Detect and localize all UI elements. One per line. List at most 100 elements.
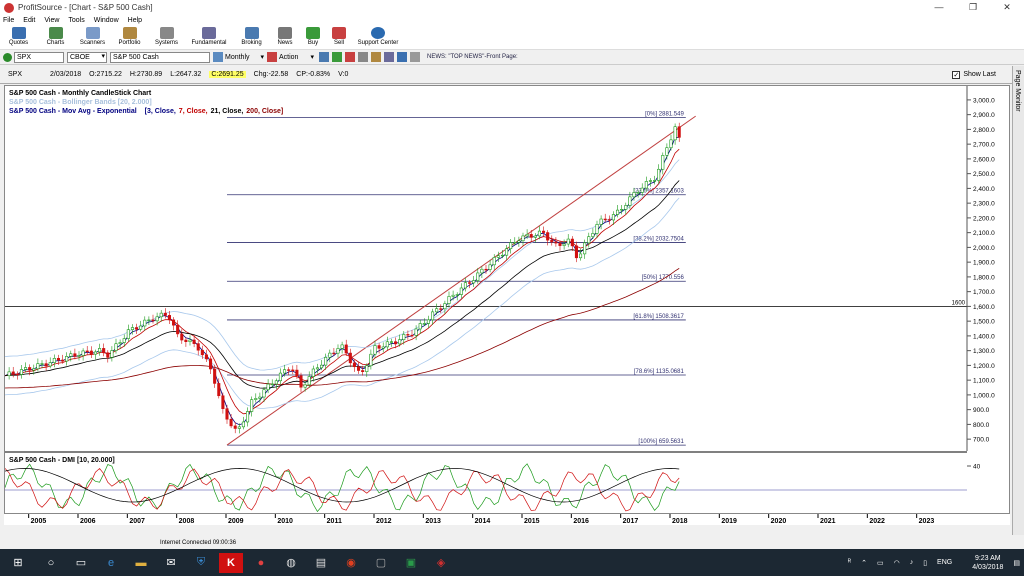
candle-body (394, 341, 398, 345)
candle-body (410, 334, 414, 337)
candle-body (653, 180, 657, 182)
candle-body (533, 235, 537, 238)
tray-expand-icon[interactable]: ⌃ (861, 559, 867, 567)
candle-body (135, 327, 139, 330)
menu-view[interactable]: View (44, 17, 60, 24)
candle-body (65, 356, 69, 362)
zoom-tool-icon[interactable] (384, 52, 394, 62)
search-icon[interactable]: ○ (47, 556, 55, 569)
menu-window[interactable]: Window (93, 17, 119, 24)
symbol-input[interactable]: SPX (14, 51, 64, 63)
candle-body (488, 264, 492, 270)
fib-label: [61.8%] 1508.3617 (633, 314, 684, 320)
minimize-button[interactable]: — (934, 2, 944, 12)
candle-body (398, 339, 402, 345)
candle-body (324, 356, 328, 366)
portfolio-icon (122, 27, 137, 39)
candle-body (418, 323, 422, 330)
candle-body (620, 208, 624, 211)
scanners-button[interactable]: Scanners (76, 26, 109, 50)
price-tick-label: 2,700.0 (973, 142, 995, 149)
app-globe-icon[interactable]: ◍ (286, 557, 296, 569)
fundamental-button[interactable]: Fundamental (187, 26, 231, 50)
chart-type-icon[interactable] (213, 52, 223, 62)
dmi-title: S&P 500 Cash - DMI [10, 20.000] (9, 457, 115, 464)
note-tool-icon[interactable] (371, 52, 381, 62)
charts-button[interactable]: Charts (39, 26, 72, 50)
security-shield-icon[interactable]: ⛨ (196, 556, 206, 568)
language-indicator[interactable]: ENG (937, 559, 953, 566)
show-last-checkbox[interactable]: ✓ (952, 70, 961, 79)
menu-file[interactable]: File (3, 17, 15, 24)
chrome-icon[interactable]: ◉ (346, 557, 356, 569)
price-tick-label: 1,400.0 (973, 333, 995, 340)
app-go-icon[interactable]: ▣ (405, 557, 417, 569)
security-name-field[interactable]: S&P 500 Cash (110, 51, 210, 63)
people-icon[interactable]: ᴿ (847, 559, 852, 566)
candle-body (673, 126, 677, 141)
page-monitor-panel[interactable]: Page Monitor (1012, 66, 1024, 535)
wifi-icon[interactable]: ◠ (893, 559, 900, 567)
notification-app-icon[interactable]: ▭ (876, 559, 884, 567)
fibonacci-levels: [0%] 2881.549 [23.6%] 2357.1603 [38.2%] 20… (5, 111, 967, 446)
indicator-tool-icon[interactable] (332, 52, 342, 62)
close-button[interactable]: ✕ (1003, 2, 1011, 12)
profitsource-icon[interactable]: ◈ (436, 557, 446, 569)
news-button[interactable]: News (272, 26, 298, 50)
chart-window[interactable]: [0%] 2881.549 [23.6%] 2357.1603 [38.2%] 20… (4, 85, 1010, 525)
time-tick-label: 2017 (623, 518, 639, 525)
portfolio-button[interactable]: Portfolio (113, 26, 146, 50)
candle-body (130, 327, 134, 330)
broking-button[interactable]: Broking (235, 26, 268, 50)
menu-edit[interactable]: Edit (23, 17, 36, 24)
restore-button[interactable]: ❐ (968, 2, 978, 12)
candle-body (484, 268, 488, 271)
clock[interactable]: 9:23 AM 4/03/2018 (962, 554, 1003, 572)
candle-body (32, 368, 36, 371)
task-view-icon[interactable]: ▭ (75, 557, 87, 569)
sell-button[interactable]: Sell (328, 26, 350, 50)
app-red-icon[interactable]: ● (257, 556, 265, 569)
candle-body (640, 187, 644, 193)
candle-body (102, 348, 106, 354)
support-center-button[interactable]: Support Center (354, 26, 402, 50)
price-tick-label: 1,900.0 (973, 260, 995, 267)
volume-icon[interactable]: ♪ (909, 559, 914, 566)
show-last-toggle[interactable]: ✓ Show Last (944, 70, 996, 79)
price-chart[interactable]: [0%] 2881.549 [23.6%] 2357.1603 [38.2%] 20… (4, 86, 1011, 526)
candle-body (299, 375, 303, 388)
candle-body (241, 421, 245, 428)
app-k-icon[interactable]: K (219, 552, 243, 573)
mail-icon[interactable]: ✉ (166, 557, 176, 569)
start-button[interactable]: ⊞ (13, 557, 23, 569)
candle-body (587, 236, 591, 244)
quotes-button[interactable]: Quotes (2, 26, 35, 50)
candle-body (52, 358, 56, 363)
settings-tool-icon[interactable] (410, 52, 420, 62)
fib-label: [23.6%] 2357.1603 (633, 189, 684, 195)
draw-tool-icon[interactable] (319, 52, 329, 62)
action-menu[interactable]: Action (279, 53, 315, 61)
candle-body (632, 192, 636, 198)
alert-tool-icon[interactable] (345, 52, 355, 62)
crosshair-tool-icon[interactable] (358, 52, 368, 62)
buy-button[interactable]: Buy (302, 26, 324, 50)
candle-body (525, 234, 529, 237)
menu-help[interactable]: Help (127, 17, 143, 24)
candle-body (500, 254, 504, 257)
app-gray-icon[interactable]: ▢ (375, 557, 387, 569)
exchange-select[interactable]: CBOE (67, 51, 107, 63)
fib-label: [0%] 2881.549 (645, 111, 684, 117)
candle-body (320, 364, 324, 369)
file-explorer-icon[interactable]: ▬ (135, 556, 147, 569)
news-ticker[interactable]: NEWS: "TOP NEWS"-Front Page: (427, 54, 518, 60)
menu-tools[interactable]: Tools (68, 17, 85, 24)
edge-browser-icon[interactable]: e (107, 556, 115, 569)
systems-button[interactable]: Systems (150, 26, 183, 50)
app-notes-icon[interactable]: ▤ (315, 557, 327, 569)
period-select[interactable]: Monthly (225, 53, 265, 61)
action-center-icon[interactable]: ▤ (1013, 559, 1020, 567)
battery-icon[interactable]: ▯ (923, 559, 928, 567)
candle-body (118, 342, 122, 345)
print-tool-icon[interactable] (397, 52, 407, 62)
